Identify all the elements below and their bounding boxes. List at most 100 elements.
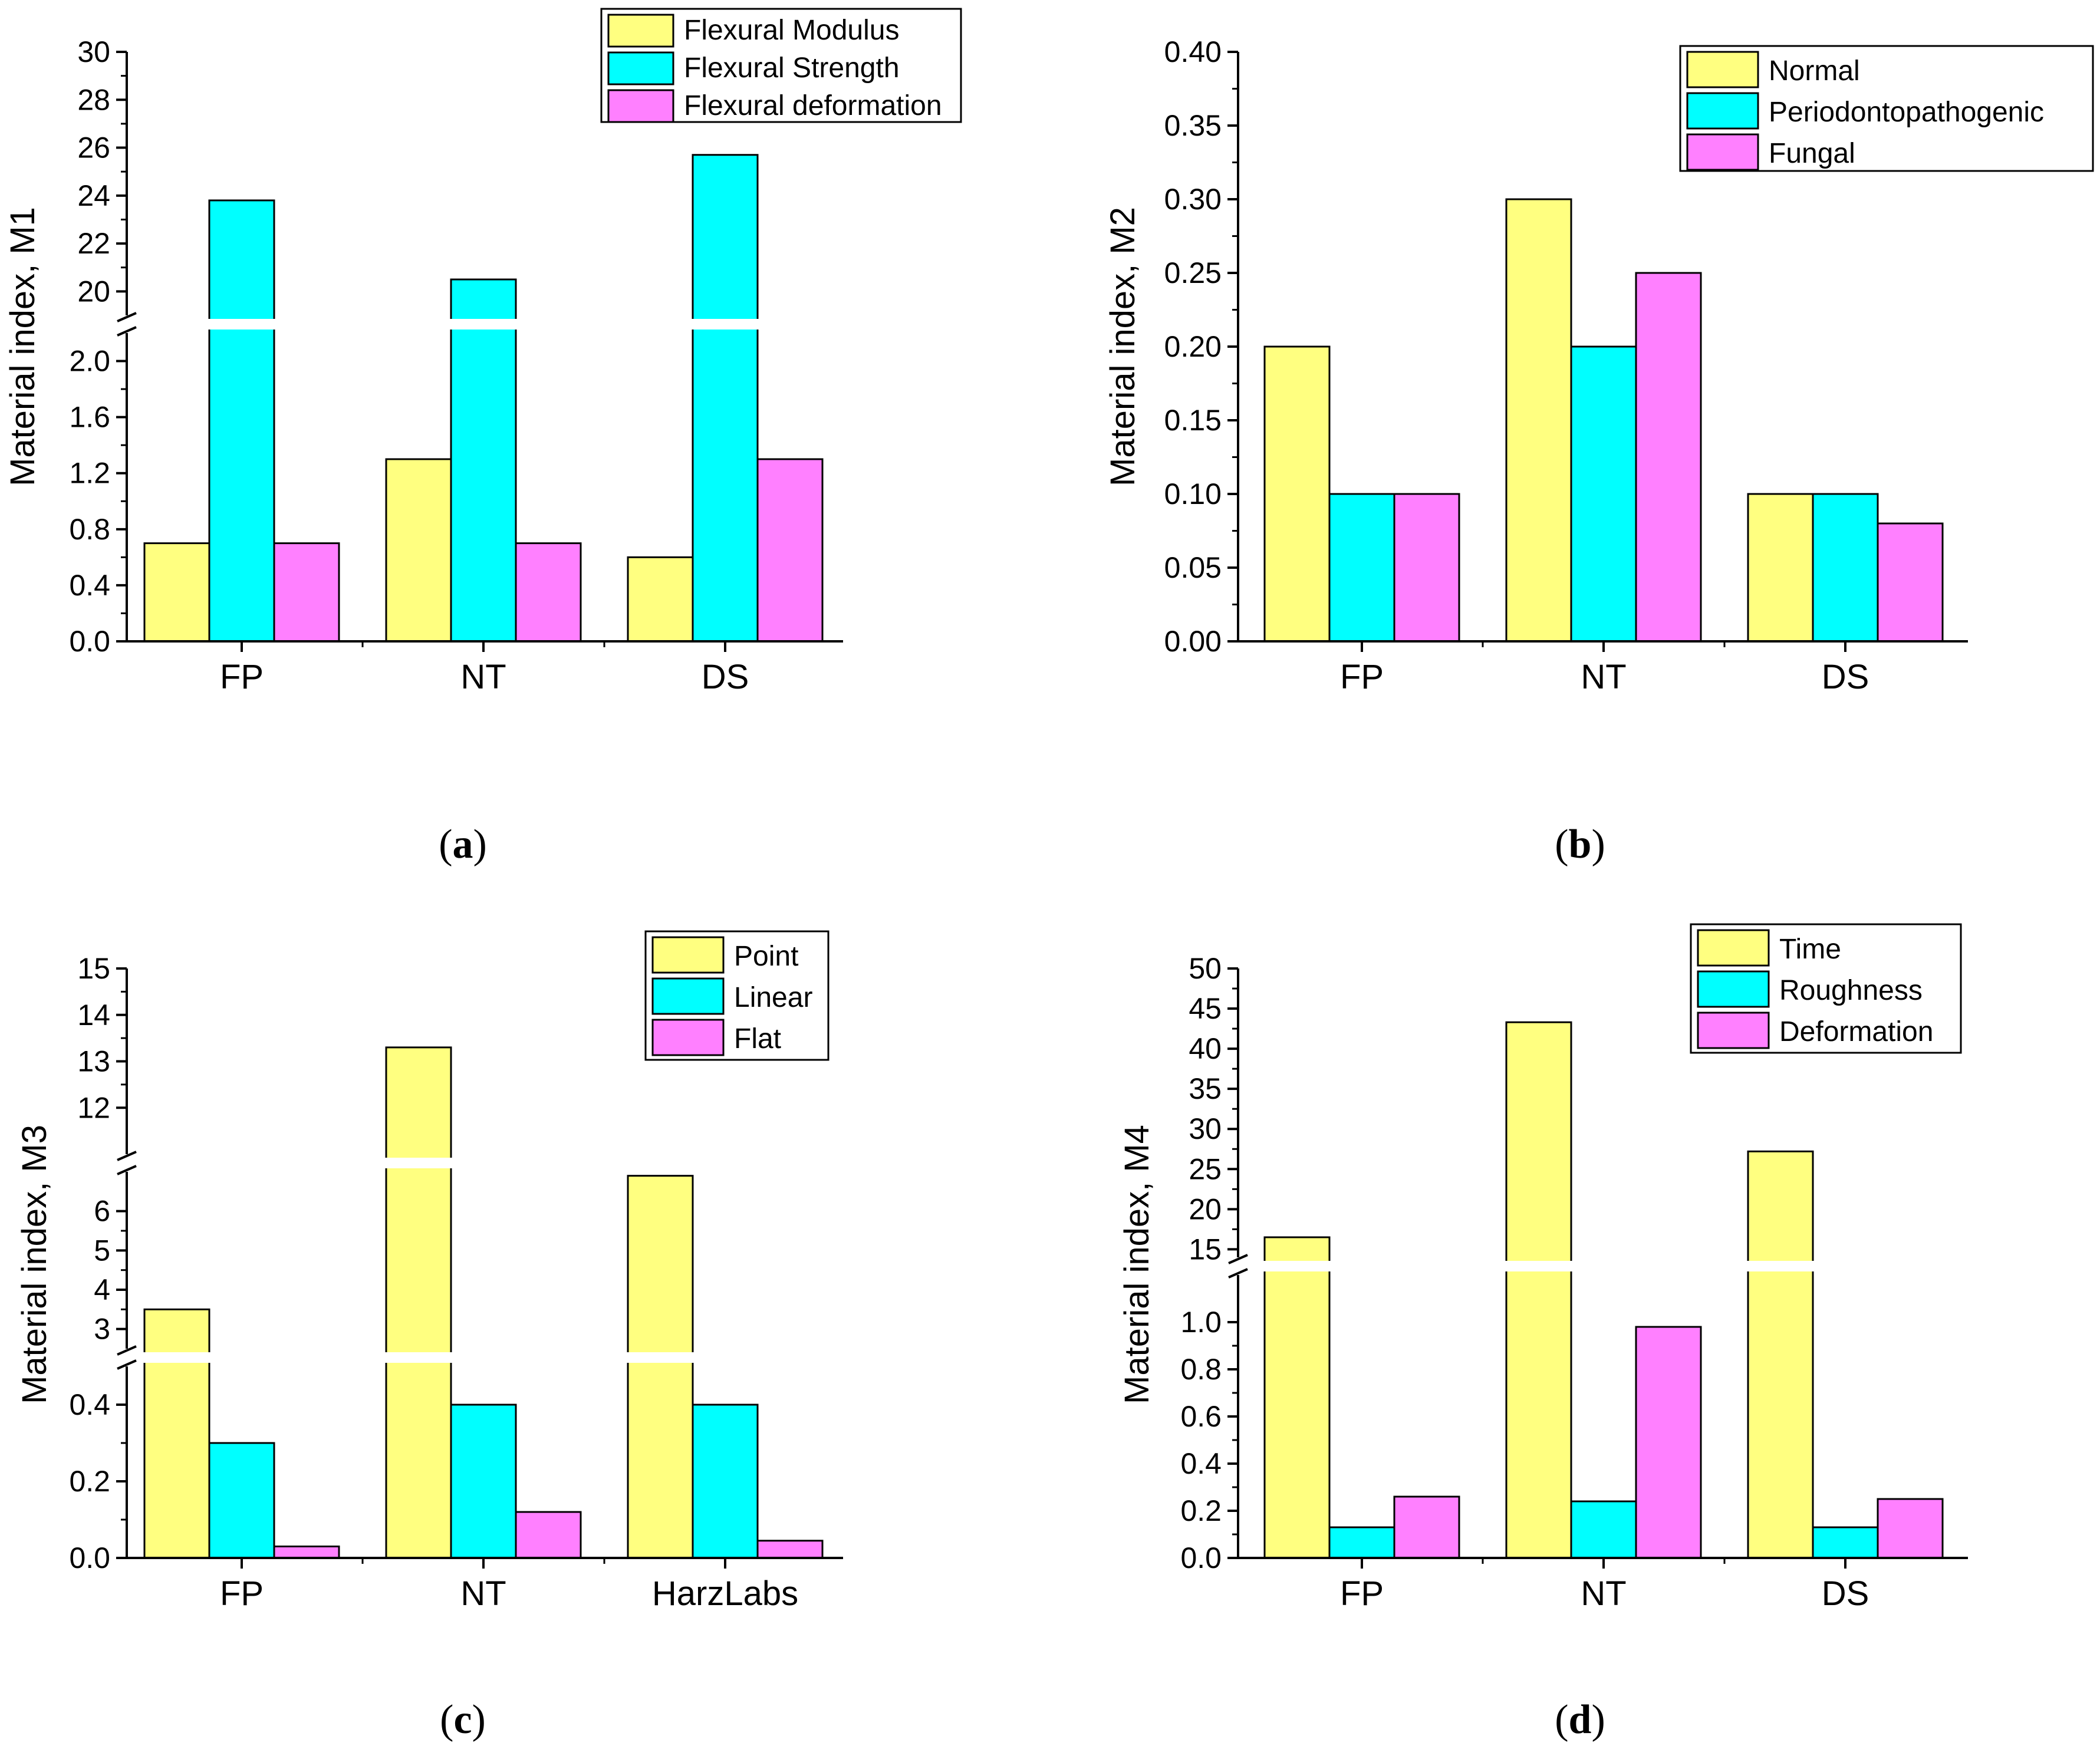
y-tick-label: 0.20 bbox=[1164, 330, 1222, 363]
y-tick-label: 20 bbox=[1189, 1192, 1222, 1225]
bar-d-roughness-fp bbox=[1328, 1526, 1395, 1559]
panel-label-c: (c) bbox=[440, 1697, 486, 1742]
panel-label-b: (b) bbox=[1555, 822, 1605, 867]
legend-swatch bbox=[651, 1019, 725, 1056]
bar-a-flexural-strength-nt bbox=[450, 278, 517, 643]
chart-c: 0.0 0.2 0.4 3 4 5 6 12 13 14 15 FP NT HarzLabs Materia… bbox=[15, 930, 843, 1742]
y-axis-label: Material index, M1 bbox=[4, 207, 42, 486]
y-axis-label: Material index, M2 bbox=[1104, 207, 1142, 486]
legend-swatch bbox=[1697, 970, 1770, 1008]
bar-a-flexural-deformation-ds bbox=[756, 458, 824, 643]
y-tick-label: 22 bbox=[77, 227, 110, 260]
y-tick-label: 45 bbox=[1189, 992, 1222, 1025]
axis-break-gap bbox=[1747, 1261, 1814, 1271]
bar-b-periodontopathogenic-nt bbox=[1570, 345, 1637, 643]
y-tick-label: 0.0 bbox=[69, 625, 110, 658]
y-axis-label: Material index, M4 bbox=[1118, 1125, 1156, 1404]
axis-break-mark bbox=[1228, 1268, 1248, 1279]
legend-d: Time Roughness Deformation bbox=[1690, 923, 1962, 1054]
y-tick-label: 0.30 bbox=[1164, 183, 1222, 216]
bar-d-deformation-nt bbox=[1635, 1326, 1702, 1559]
bar-b-normal-nt bbox=[1505, 198, 1572, 643]
legend-swatch bbox=[1686, 51, 1759, 88]
chart-d: 0.0 0.2 0.4 0.6 0.8 1.0 15 20 25 30 35 40 45 50 FP NT DS… bbox=[1118, 923, 1968, 1742]
y-tick-label: 30 bbox=[1189, 1112, 1222, 1145]
axis-break-mark bbox=[117, 312, 137, 322]
axis-break-gap bbox=[692, 319, 759, 330]
legend-entry: Fungal bbox=[1769, 138, 1855, 169]
bar-b-fungal-ds bbox=[1877, 522, 1944, 643]
x-tick-label-fp: FP bbox=[220, 658, 264, 696]
y-tick-label: 25 bbox=[1189, 1152, 1222, 1185]
bar-a-flexural-deformation-fp bbox=[273, 542, 340, 643]
axis-break-mark bbox=[117, 1359, 137, 1370]
x-tick-label-fp: FP bbox=[1340, 1574, 1384, 1613]
axis-break-gap bbox=[1263, 1261, 1331, 1271]
y-tick-label: 35 bbox=[1189, 1072, 1222, 1105]
bar-b-normal-fp bbox=[1263, 345, 1331, 643]
y-tick-label: 0.0 bbox=[1180, 1541, 1222, 1574]
legend-swatch bbox=[651, 936, 725, 974]
y-tick-label: 3 bbox=[94, 1313, 110, 1346]
bar-b-fungal-fp bbox=[1393, 493, 1460, 643]
y-tick-label: 15 bbox=[77, 952, 110, 985]
axis-break-gap bbox=[385, 1158, 452, 1168]
x-tick-label-nt: NT bbox=[460, 658, 506, 696]
axis-break-gap bbox=[208, 319, 275, 330]
bar-a-flexural-modulus-fp bbox=[143, 542, 210, 643]
y-tick-label: 26 bbox=[77, 131, 110, 164]
panel-label-a: (a) bbox=[439, 822, 487, 867]
legend-entry: Point bbox=[734, 941, 798, 972]
y-tick-label: 0.00 bbox=[1164, 625, 1222, 658]
bar-d-time-ds bbox=[1747, 1150, 1814, 1559]
legend-b: Normal Periodontopathogenic Fungal bbox=[1679, 45, 2094, 172]
bar-a-flexural-modulus-ds bbox=[627, 556, 694, 643]
bar-b-fungal-nt bbox=[1635, 272, 1702, 643]
y-tick-label: 0.25 bbox=[1164, 256, 1222, 289]
y-tick-label: 0.40 bbox=[1164, 35, 1222, 68]
y-tick-label: 0.8 bbox=[69, 513, 110, 546]
y-tick-label: 14 bbox=[77, 999, 110, 1032]
y-tick-label: 0.4 bbox=[1180, 1447, 1222, 1480]
legend-swatch bbox=[607, 14, 674, 48]
bar-a-flexural-deformation-nt bbox=[515, 542, 582, 643]
legend-entry: Normal bbox=[1769, 55, 1860, 87]
axis-break-mark bbox=[117, 326, 137, 337]
legend-entry: Roughness bbox=[1779, 975, 1923, 1006]
y-tick-label: 2.0 bbox=[69, 345, 110, 378]
chart-a: 0.0 0.4 0.8 1.2 1.6 2.0 20 22 24 26 28 30 FP NT DS Mate… bbox=[4, 8, 962, 867]
legend-entry: Flexural deformation bbox=[684, 90, 942, 121]
y-tick-label: 0.05 bbox=[1164, 551, 1222, 584]
axis-break-gap bbox=[143, 1352, 210, 1363]
bar-d-roughness-nt bbox=[1570, 1500, 1637, 1559]
y-tick-label: 0.10 bbox=[1164, 477, 1222, 510]
legend-swatch bbox=[1686, 133, 1759, 171]
y-axis-label: Material index, M3 bbox=[15, 1125, 54, 1404]
y-tick-label: 0.15 bbox=[1164, 404, 1222, 437]
bar-c-linear-fp bbox=[208, 1442, 275, 1559]
y-tick-label: 5 bbox=[94, 1234, 110, 1267]
y-tick-label: 6 bbox=[94, 1195, 110, 1228]
panel-label-d: (d) bbox=[1555, 1697, 1605, 1742]
bar-c-flat-nt bbox=[515, 1511, 582, 1559]
axis-break-gap bbox=[1505, 1261, 1572, 1271]
legend-entry: Linear bbox=[734, 982, 812, 1013]
legend-entry: Time bbox=[1779, 934, 1841, 965]
y-tick-label: 40 bbox=[1189, 1032, 1222, 1065]
legend-swatch bbox=[1697, 1012, 1770, 1049]
legend-entry: Deformation bbox=[1779, 1016, 1933, 1047]
bar-b-periodontopathogenic-ds bbox=[1812, 493, 1879, 643]
bar-d-deformation-fp bbox=[1393, 1495, 1460, 1559]
bar-a-flexural-modulus-nt bbox=[385, 458, 452, 643]
bar-d-time-fp bbox=[1263, 1236, 1331, 1559]
x-tick-label-fp: FP bbox=[1340, 658, 1384, 696]
x-tick-label-harzlabs: HarzLabs bbox=[652, 1574, 798, 1613]
axis-break-mark bbox=[117, 1165, 137, 1175]
bar-c-linear-harzlabs bbox=[692, 1404, 759, 1559]
y-tick-label: 28 bbox=[77, 83, 110, 116]
bar-d-deformation-ds bbox=[1877, 1498, 1944, 1559]
chart-b: 0.00 0.05 0.10 0.15 0.20 0.25 0.30 0.35 0.40 FP NT… bbox=[1104, 35, 2094, 867]
y-tick-label: 4 bbox=[94, 1273, 110, 1306]
y-tick-label: 0.2 bbox=[69, 1465, 110, 1498]
y-tick-label: 0.4 bbox=[69, 569, 110, 602]
